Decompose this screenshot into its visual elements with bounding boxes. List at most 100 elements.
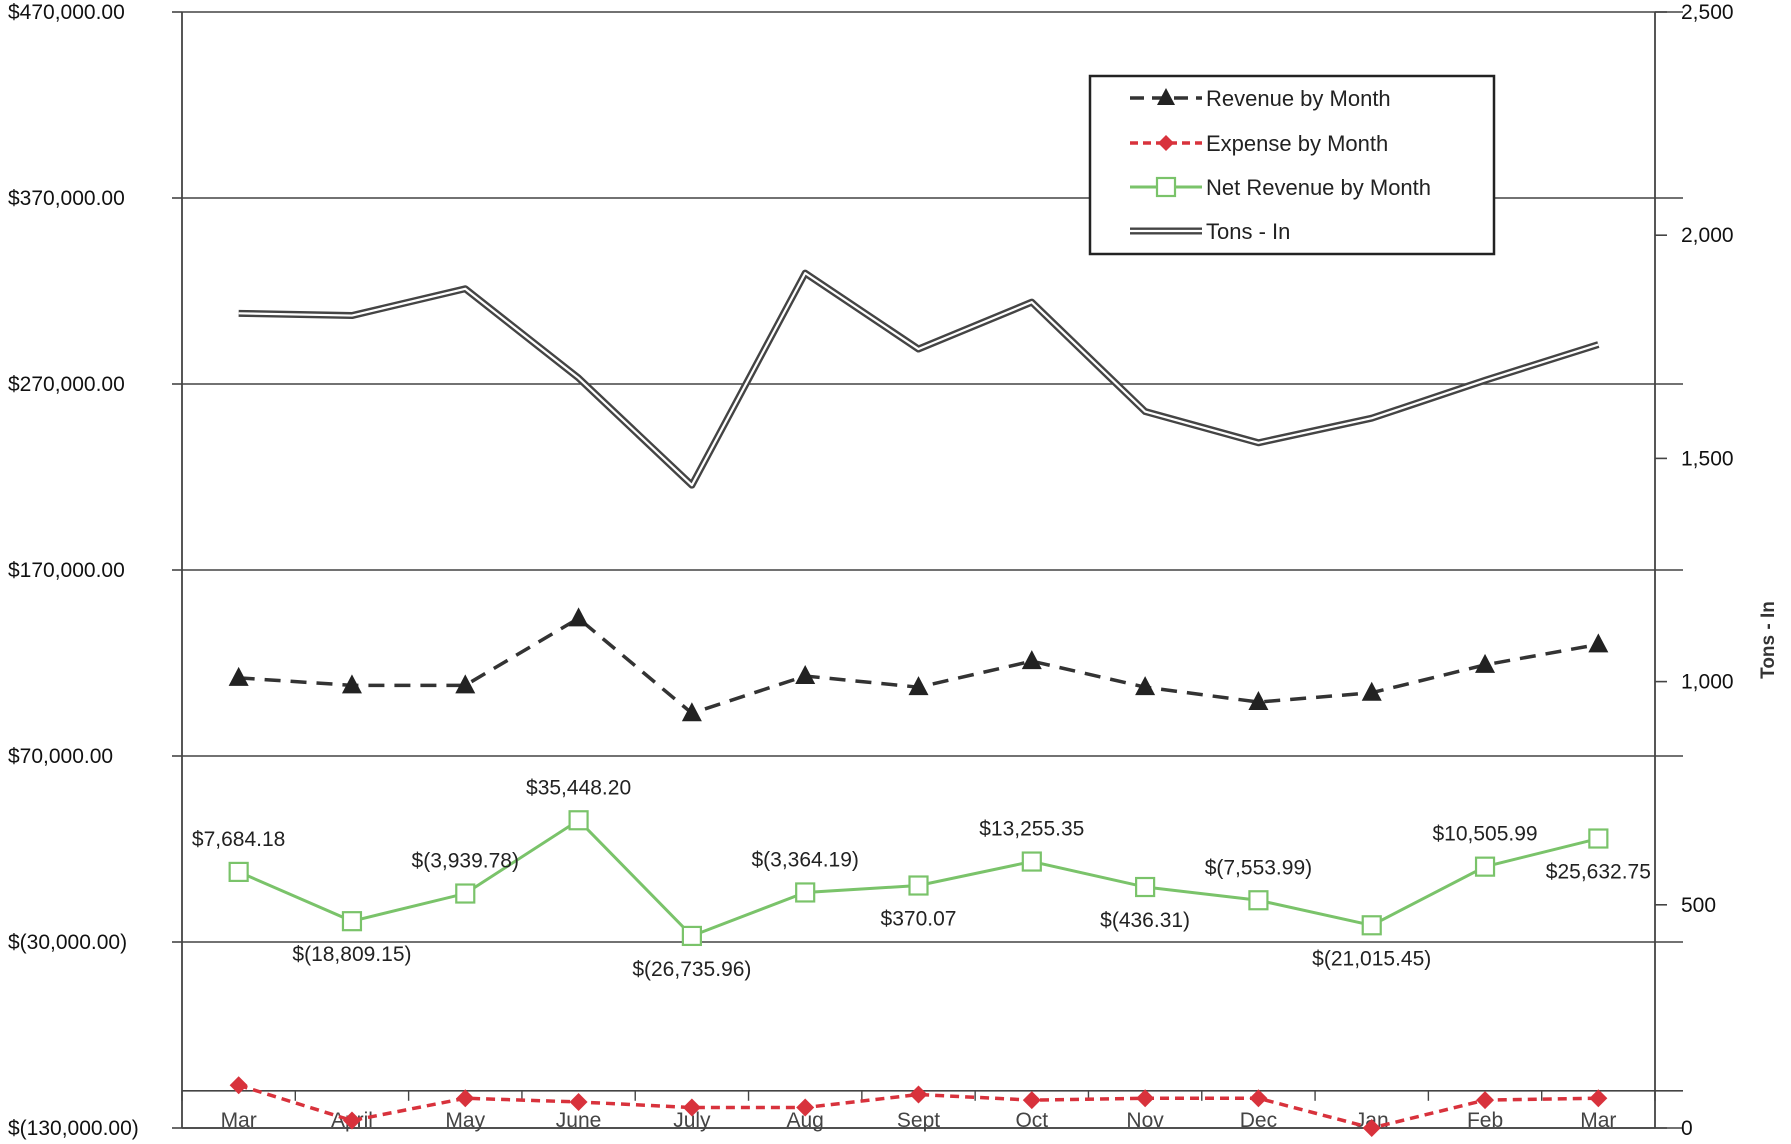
legend-marker-expense bbox=[1158, 135, 1174, 151]
right-tick-label: 2,000 bbox=[1681, 224, 1734, 247]
net-revenue-data-label: $370.07 bbox=[881, 908, 957, 931]
x-tick-label: Aug bbox=[787, 1109, 824, 1132]
legend-entry: Revenue by Month bbox=[1206, 86, 1391, 111]
grid-lines bbox=[172, 11, 1683, 1129]
revenue-point bbox=[681, 702, 702, 722]
x-tick-label: Dec bbox=[1240, 1109, 1277, 1132]
expense-point bbox=[796, 1098, 815, 1117]
legend-marker-net bbox=[1155, 176, 1177, 198]
net-revenue-data-label: $(436.31) bbox=[1100, 909, 1190, 932]
expense-point bbox=[1589, 1089, 1608, 1108]
x-tick-label: July bbox=[673, 1109, 711, 1132]
revenue-point bbox=[341, 674, 362, 694]
legend-marker-revenue bbox=[1157, 88, 1175, 105]
net-revenue-point bbox=[1474, 856, 1496, 877]
expense-point bbox=[1249, 1089, 1268, 1108]
x-axis-ticks: MarAprilMayJuneJulyAugSeptOctNovDecJanFe… bbox=[181, 1090, 1683, 1132]
net-revenue-point bbox=[341, 911, 363, 932]
net-revenue-point bbox=[1361, 915, 1382, 936]
expense-point bbox=[1476, 1091, 1495, 1110]
right-tick-label: 1,500 bbox=[1681, 447, 1734, 470]
revenue-point bbox=[1135, 676, 1156, 696]
right-axis-ticks: 0 500 1,000 1,500 2,000 2,500 bbox=[1655, 1, 1734, 1140]
legend: Revenue by Month Expense by Month Net Reve… bbox=[1088, 74, 1496, 256]
left-tick-label: $170,000.00 bbox=[8, 559, 125, 582]
revenue-line bbox=[238, 616, 1599, 716]
revenue-point bbox=[455, 674, 476, 694]
right-axis-title: Tons - In bbox=[1758, 601, 1779, 679]
net-revenue-point bbox=[568, 810, 589, 831]
revenue-point bbox=[908, 676, 929, 696]
revenue-point bbox=[1475, 653, 1496, 673]
net-revenue-data-label: $(26,735.96) bbox=[632, 958, 751, 981]
expense-point bbox=[569, 1092, 588, 1111]
x-tick-label: June bbox=[556, 1109, 602, 1132]
left-tick-label: $(130,000.00) bbox=[8, 1117, 139, 1140]
revenue-point bbox=[228, 666, 249, 686]
net-revenue-data-label: $13,255.35 bbox=[979, 818, 1084, 841]
net-revenue-data-label: $25,632.75 bbox=[1546, 861, 1651, 884]
expense-point bbox=[342, 1111, 361, 1130]
legend-entry: Expense by Month bbox=[1206, 131, 1388, 156]
x-tick-label: Oct bbox=[1015, 1109, 1048, 1132]
expense-point bbox=[1022, 1091, 1041, 1110]
right-tick-label: 1,000 bbox=[1681, 671, 1734, 694]
right-tick-label: 500 bbox=[1681, 894, 1716, 917]
right-tick-label: 0 bbox=[1681, 1117, 1693, 1140]
net-revenue-point bbox=[228, 861, 249, 883]
revenue-point bbox=[1248, 691, 1269, 711]
net-revenue-point bbox=[1248, 890, 1269, 911]
legend-entry: Tons - In bbox=[1206, 219, 1290, 244]
net-revenue-point bbox=[908, 875, 929, 896]
series-tons-in bbox=[238, 269, 1600, 489]
net-revenue-data-label: $(21,015.45) bbox=[1312, 947, 1431, 970]
expense-point bbox=[682, 1098, 701, 1117]
legend-entry: Net Revenue by Month bbox=[1206, 175, 1431, 200]
series-revenue-by-month bbox=[228, 607, 1609, 722]
left-axis-ticks: $(130,000.00) $(30,000.00) $70,000.00 $170,… bbox=[8, 1, 139, 1140]
net-revenue-data-label: $10,505.99 bbox=[1432, 823, 1537, 846]
left-tick-label: $470,000.00 bbox=[8, 1, 125, 24]
axes bbox=[181, 12, 1656, 1129]
revenue-point bbox=[1361, 681, 1382, 701]
net-revenue-point bbox=[795, 882, 816, 903]
revenue-point bbox=[568, 607, 589, 627]
net-revenue-data-label: $35,448.20 bbox=[526, 776, 631, 799]
tons-line-outer bbox=[238, 269, 1600, 489]
left-tick-label: $(30,000.00) bbox=[8, 931, 127, 954]
series-net-revenue-by-month bbox=[228, 810, 1609, 947]
net-revenue-point bbox=[1021, 851, 1042, 872]
expense-point bbox=[456, 1089, 475, 1108]
legend-box bbox=[1088, 74, 1496, 256]
right-tick-label: 2,500 bbox=[1681, 1, 1734, 24]
net-revenue-data-labels: $7,684.18 $(18,809.15) $(3,939.78) $35,448.… bbox=[192, 776, 1651, 981]
net-revenue-point bbox=[681, 925, 702, 947]
left-tick-label: $70,000.00 bbox=[8, 745, 113, 768]
x-tick-label: Feb bbox=[1467, 1109, 1503, 1132]
revenue-point bbox=[1021, 650, 1042, 670]
left-tick-label: $370,000.00 bbox=[8, 187, 125, 210]
expense-point bbox=[229, 1076, 248, 1095]
x-tick-label: Nov bbox=[1126, 1109, 1164, 1132]
net-revenue-point bbox=[1588, 828, 1609, 849]
net-revenue-data-label: $7,684.18 bbox=[192, 828, 285, 851]
series-expense-by-month bbox=[229, 1076, 1608, 1137]
expense-point bbox=[909, 1085, 928, 1104]
net-revenue-point bbox=[455, 883, 476, 904]
tons-line-inner bbox=[238, 272, 1599, 487]
x-tick-label: Sept bbox=[897, 1109, 940, 1132]
net-revenue-data-label: $(3,364.19) bbox=[751, 848, 858, 871]
net-revenue-data-label: $(3,939.78) bbox=[412, 850, 519, 873]
net-revenue-data-label: $(18,809.15) bbox=[292, 943, 411, 966]
left-tick-label: $270,000.00 bbox=[8, 373, 125, 396]
expense-point bbox=[1362, 1119, 1381, 1137]
expense-point bbox=[1136, 1089, 1155, 1108]
x-tick-label: Mar bbox=[1580, 1109, 1616, 1132]
x-tick-label: May bbox=[445, 1109, 485, 1132]
revenue-point bbox=[795, 665, 816, 685]
net-revenue-data-label: $(7,553.99) bbox=[1205, 856, 1312, 879]
x-tick-label: Mar bbox=[221, 1109, 257, 1132]
revenue-point bbox=[1588, 633, 1609, 653]
net-revenue-point bbox=[1135, 876, 1156, 898]
